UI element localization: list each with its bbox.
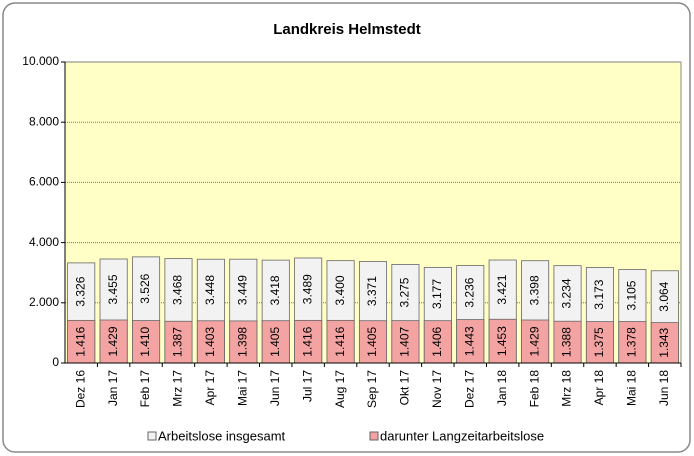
value-label: 3.234: [560, 278, 574, 308]
x-tick-label: Mrz 18: [560, 370, 574, 407]
value-label: 1.416: [73, 326, 87, 356]
x-tick-label: Feb 18: [527, 370, 541, 408]
value-label: 3.064: [657, 281, 671, 311]
y-tick-label: 0: [52, 355, 59, 369]
y-tick-label: 6.000: [29, 175, 59, 189]
value-label: 1.403: [203, 327, 217, 357]
value-label: 3.448: [203, 275, 217, 305]
value-label: 1.443: [462, 326, 476, 356]
value-label: 1.407: [398, 326, 412, 356]
x-tick-label: Dez 16: [73, 370, 87, 408]
bar: [650, 322, 679, 364]
value-label: 3.400: [333, 275, 347, 305]
value-label: 3.468: [171, 275, 185, 305]
y-tick-label: 4.000: [29, 235, 59, 249]
value-label: 3.489: [300, 274, 314, 304]
value-label: 1.343: [657, 327, 671, 357]
value-label: 3.455: [106, 274, 120, 304]
x-tick-label: Sep 17: [365, 370, 379, 408]
value-label: 1.387: [171, 327, 185, 357]
value-label: 1.388: [560, 327, 574, 357]
value-label: 1.429: [106, 326, 120, 356]
x-tick-label: Jan 18: [495, 370, 509, 406]
value-label: 3.421: [495, 274, 509, 304]
value-label: 1.410: [138, 326, 152, 356]
bar: [99, 319, 128, 364]
x-tick-label: Mai 18: [625, 370, 639, 406]
bar: [196, 320, 225, 364]
legend-swatch: [369, 431, 379, 441]
value-label: 3.275: [398, 277, 412, 307]
value-label: 3.449: [235, 275, 249, 305]
legend-label: darunter Langzeitarbeitslose: [380, 428, 544, 443]
value-label: 3.173: [592, 279, 606, 309]
x-tick-label: Dez 17: [462, 370, 476, 408]
bar: [423, 320, 452, 364]
x-tick-label: Jun 17: [268, 370, 282, 406]
value-label: 1.405: [365, 327, 379, 357]
value-label: 3.418: [268, 275, 282, 305]
bar: [261, 320, 290, 364]
legend-label: Arbeitslose insgesamt: [158, 428, 286, 443]
value-label: 3.177: [430, 279, 444, 309]
value-label: 1.398: [235, 327, 249, 357]
x-tick-label: Nov 17: [430, 370, 444, 408]
x-tick-label: Jan 17: [106, 370, 120, 406]
y-tick-label: 8.000: [29, 114, 59, 128]
y-tick-label: 10.000: [22, 54, 59, 68]
value-label: 1.416: [300, 326, 314, 356]
legend-swatch: [147, 431, 157, 441]
value-label: 3.371: [365, 276, 379, 306]
x-tick-label: Feb 17: [138, 370, 152, 408]
y-tick-label: 2.000: [29, 295, 59, 309]
bar: [358, 320, 388, 364]
bar: [229, 320, 258, 364]
value-label: 1.416: [333, 326, 347, 356]
bar: [67, 319, 96, 364]
x-tick-label: Okt 17: [398, 370, 412, 406]
x-tick-label: Apr 18: [592, 370, 606, 406]
value-label: 3.105: [625, 280, 639, 310]
value-label: 3.236: [462, 277, 476, 307]
value-label: 3.526: [138, 273, 152, 303]
value-label: 1.406: [430, 326, 444, 356]
x-tick-label: Mrz 17: [171, 370, 185, 407]
x-tick-label: Mai 17: [235, 370, 249, 406]
x-tick-label: Jun 18: [657, 370, 671, 406]
value-label: 1.405: [268, 327, 282, 357]
chart-title: Landkreis Helmstedt: [273, 21, 421, 38]
x-tick-label: Apr 17: [203, 370, 217, 406]
bar: [585, 321, 614, 364]
x-tick-label: Jul 17: [300, 370, 314, 402]
value-label: 1.453: [495, 326, 509, 356]
x-tick-label: Aug 17: [333, 370, 347, 408]
value-label: 1.378: [625, 327, 639, 357]
value-label: 1.429: [527, 326, 541, 356]
value-label: 3.398: [527, 275, 541, 305]
value-label: 3.326: [73, 276, 87, 306]
bar: [521, 319, 550, 364]
value-label: 1.375: [592, 327, 606, 357]
bar: [164, 320, 193, 364]
